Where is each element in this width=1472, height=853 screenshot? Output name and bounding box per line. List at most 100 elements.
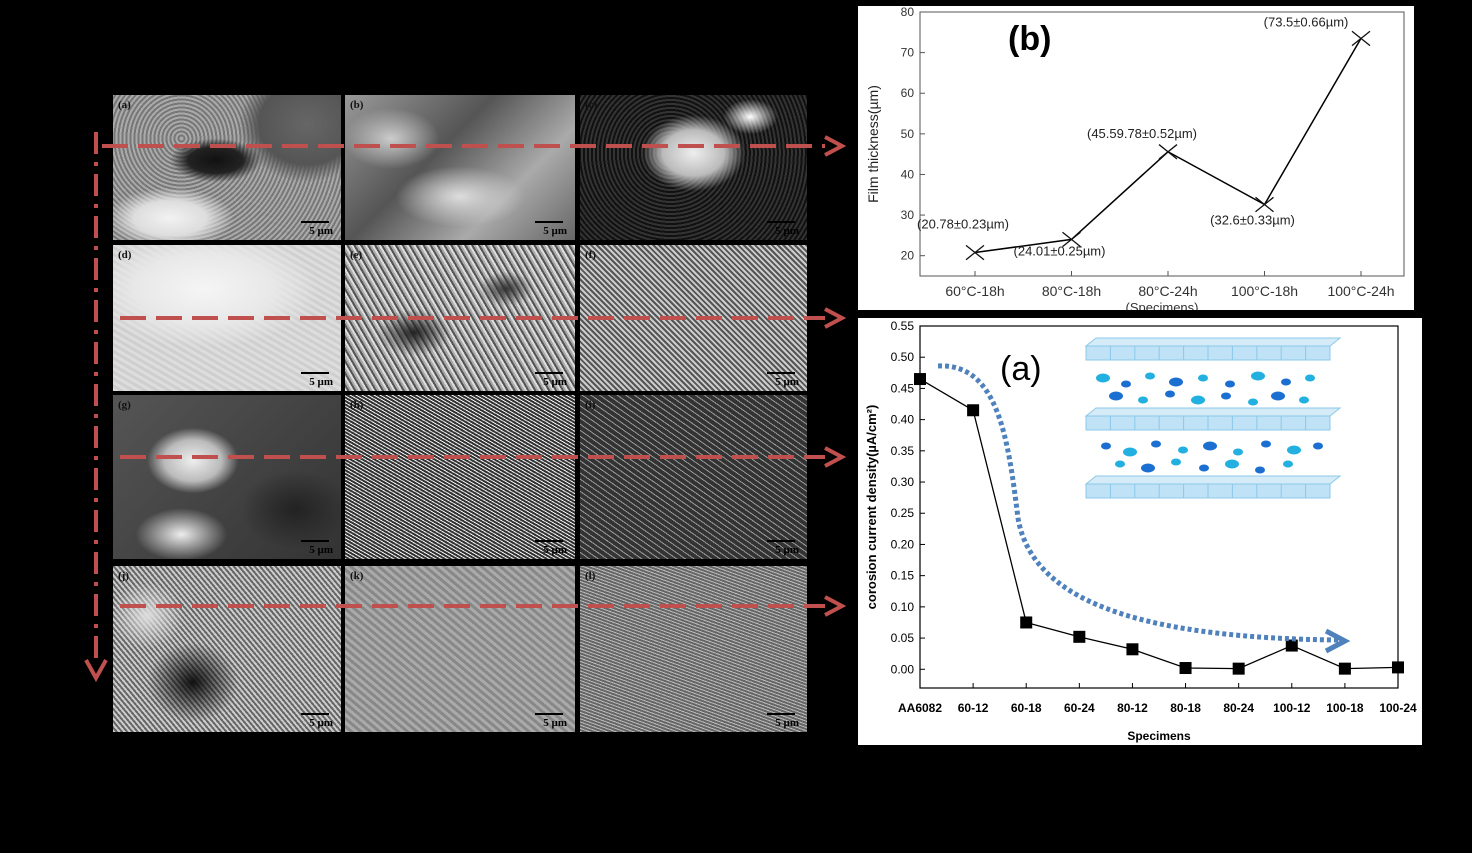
- ion: [1165, 390, 1175, 398]
- data-point: [1392, 661, 1404, 674]
- sem-panel-a: (a) 5 µm: [113, 95, 341, 240]
- ion: [1145, 372, 1155, 380]
- data-point: [1073, 630, 1086, 643]
- trend-arrow-head: [1324, 628, 1351, 654]
- ion: [1171, 458, 1181, 466]
- sem-panel-j: (j) 5 µm: [113, 566, 341, 732]
- scale-bar-label: 5 µm: [543, 544, 567, 556]
- sem-panel-label: (h): [350, 399, 364, 411]
- x-tick-label: 60-12: [958, 701, 989, 715]
- data-label: (24.01±0.25µm): [1014, 243, 1106, 258]
- y-tick-label: 0.00: [891, 662, 915, 676]
- ion: [1138, 396, 1148, 404]
- x-tick-label: 80°C-18h: [1042, 283, 1101, 299]
- ion: [1271, 391, 1285, 401]
- sem-panel-e: (e) 5 µm: [345, 245, 575, 391]
- y-tick-label: 0.20: [891, 537, 915, 551]
- sem-panel-b: (b) 5 µm: [345, 95, 575, 240]
- y-tick-label: 0.35: [891, 444, 915, 458]
- ion: [1121, 380, 1131, 388]
- sem-panel-label: (f): [585, 249, 596, 261]
- ion: [1123, 447, 1137, 457]
- scale-bar-label: 5 µm: [543, 225, 567, 237]
- ion: [1305, 374, 1315, 382]
- ion: [1313, 442, 1323, 450]
- data-point: [1126, 643, 1139, 656]
- x-tick-label: 80-18: [1170, 701, 1201, 715]
- scale-bar-label: 5 µm: [775, 544, 799, 556]
- sem-panel-label: (b): [350, 99, 364, 111]
- scale-bar: [535, 713, 563, 715]
- ion: [1115, 460, 1125, 468]
- ion: [1109, 391, 1123, 401]
- row-arrow-head: [824, 446, 847, 468]
- row-arrow-head: [824, 135, 847, 157]
- row-arrow-head: [824, 595, 847, 617]
- sem-panel-label: (a): [118, 99, 131, 111]
- data-point: [1338, 662, 1351, 675]
- ion: [1141, 463, 1155, 473]
- y-tick-label: 70: [901, 46, 915, 60]
- data-point: [1351, 30, 1371, 47]
- x-tick-label: 100-24: [1379, 701, 1417, 715]
- scale-bar-label: 5 µm: [543, 717, 567, 729]
- x-axis-label: (Specimens): [1126, 300, 1199, 310]
- panel-label: (b): [1008, 20, 1051, 58]
- scale-bar-label: 5 µm: [309, 376, 333, 388]
- x-tick-label: 60-24: [1064, 701, 1095, 715]
- y-tick-label: 0.05: [891, 631, 915, 645]
- scale-bar: [301, 713, 329, 715]
- row-arrow-head: [824, 307, 847, 329]
- scale-bar: [767, 221, 795, 223]
- series-line: [919, 378, 1399, 670]
- data-label: (45.59.78±0.52µm): [1087, 126, 1197, 141]
- y-tick-label: 40: [901, 167, 915, 181]
- x-tick-label: 100°C-24h: [1327, 283, 1394, 299]
- layer-slab: [1084, 475, 1342, 499]
- scale-bar: [767, 713, 795, 715]
- ion: [1299, 396, 1309, 404]
- x-tick-label: 80-12: [1117, 701, 1148, 715]
- layered-structure-illustration: [1084, 337, 1342, 499]
- ion: [1225, 380, 1235, 388]
- corrosion-current-chart: 0.00 0.05 0.10 0.15 0.20 0.25 0.30 0.35 0.40 0.45…: [864, 319, 1417, 743]
- x-tick-label: 100-12: [1273, 701, 1311, 715]
- scale-bar-label: 5 µm: [309, 544, 333, 556]
- sem-panel-label: (j): [118, 570, 129, 582]
- y-tick-label: 60: [901, 86, 915, 100]
- scale-bar: [301, 540, 329, 542]
- vertical-arrow-head: [84, 659, 108, 683]
- sem-panel-k: (k) 5 µm: [345, 566, 575, 732]
- scale-bar-label: 5 µm: [775, 376, 799, 388]
- trend-arrow: [937, 363, 1339, 643]
- film-thickness-chart: 20 30 40 50 60 70 80 60°C-18h 80°C-18h 80°C-24h 10…: [865, 5, 1405, 315]
- y-tick-label: 0.50: [891, 350, 915, 364]
- panel-label: (a): [1000, 350, 1042, 388]
- data-label: (32.6±0.33µm): [1210, 213, 1295, 228]
- data-point: [1179, 662, 1192, 675]
- ion: [1225, 459, 1239, 469]
- sem-panel-label: (c): [585, 99, 598, 111]
- scale-bar: [535, 221, 563, 223]
- film-thickness-chart-panel: 20 30 40 50 60 70 80 60°C-18h 80°C-18h 80°C-24h 10…: [858, 5, 1414, 315]
- plot-frame: [919, 11, 1405, 277]
- data-label: (73.5±0.66µm): [1264, 14, 1349, 29]
- ion: [1198, 374, 1208, 382]
- data-point: [914, 373, 926, 386]
- layer-slab: [1084, 337, 1342, 361]
- ion: [1248, 398, 1258, 406]
- ion: [1169, 377, 1183, 387]
- ion: [1255, 466, 1265, 474]
- sem-panel-i: (i) 5 µm: [580, 395, 807, 559]
- sem-panel-label: (e): [350, 249, 363, 261]
- sem-panel-g: (g) 5 µm: [113, 395, 341, 559]
- sem-panel-label: (k): [350, 570, 364, 582]
- ion: [1251, 371, 1265, 381]
- scale-bar: [301, 372, 329, 374]
- ion: [1283, 460, 1293, 468]
- y-tick-label: 0.40: [891, 413, 915, 427]
- data-point: [1255, 196, 1274, 213]
- y-tick-label: 20: [901, 249, 915, 263]
- y-axis-label: Film thickness(µm): [865, 85, 881, 203]
- ion: [1178, 446, 1188, 454]
